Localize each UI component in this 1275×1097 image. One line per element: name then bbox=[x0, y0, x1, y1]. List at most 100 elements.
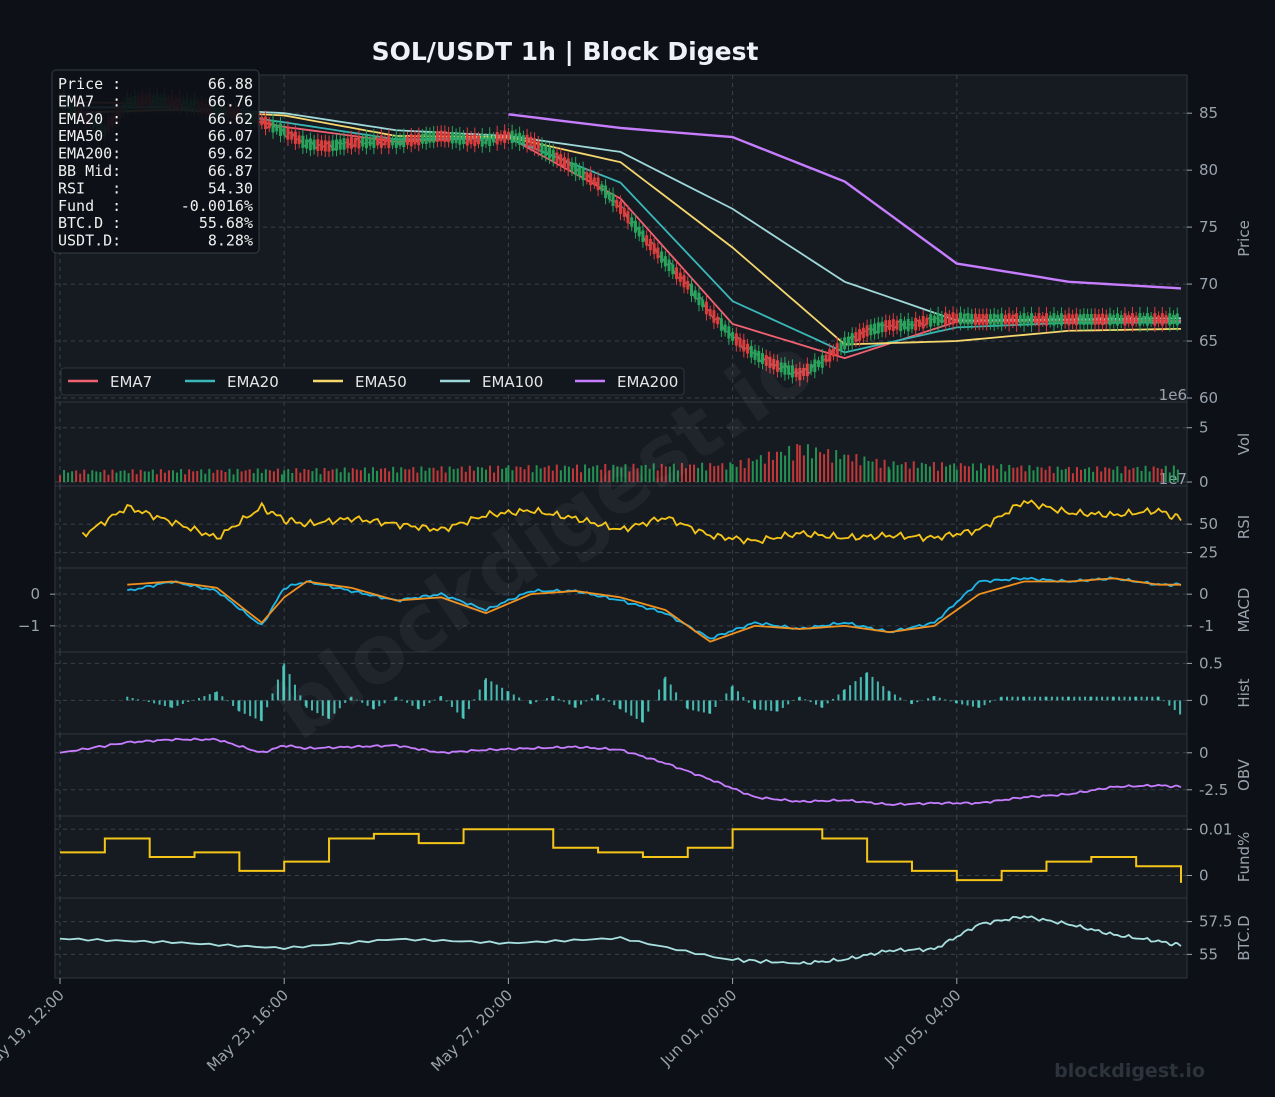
bar-volume bbox=[103, 469, 106, 482]
bar-volume bbox=[863, 456, 866, 482]
candle-body bbox=[1153, 313, 1157, 326]
candle-body bbox=[813, 359, 817, 372]
candle-body bbox=[1015, 313, 1019, 326]
bar-volume bbox=[644, 464, 647, 482]
candle-body bbox=[645, 235, 649, 246]
bar-volume bbox=[115, 472, 118, 482]
bar-volume bbox=[119, 470, 122, 482]
bar-volume bbox=[1152, 466, 1155, 482]
candle-body bbox=[327, 140, 331, 152]
panel-volume-background bbox=[54, 401, 1188, 487]
bar-hist bbox=[764, 700, 767, 711]
bar-volume bbox=[668, 466, 671, 482]
bar-hist bbox=[910, 700, 913, 705]
bar-volume bbox=[359, 470, 362, 482]
bar-hist bbox=[226, 700, 229, 702]
bar-hist bbox=[933, 695, 936, 701]
info-label: USDT.D: bbox=[58, 232, 121, 250]
candle-body bbox=[1082, 313, 1086, 325]
panel-macd: -1 −1 0 0 MACD bbox=[18, 567, 1253, 653]
candle-body bbox=[349, 136, 353, 149]
candle-body bbox=[846, 336, 850, 346]
bar-volume bbox=[567, 466, 570, 482]
bar-volume bbox=[228, 468, 231, 482]
candle-body bbox=[282, 127, 286, 136]
bar-volume bbox=[949, 464, 952, 482]
candle-body bbox=[895, 320, 899, 330]
bar-hist bbox=[467, 700, 470, 710]
candle-body bbox=[1003, 314, 1007, 325]
candle-body bbox=[1033, 315, 1037, 323]
candle-body bbox=[379, 135, 383, 148]
bar-volume bbox=[1036, 466, 1039, 482]
series-line-macd bbox=[127, 576, 1182, 640]
bar-hist bbox=[187, 700, 190, 702]
bar-volume bbox=[480, 467, 483, 482]
bar-volume bbox=[351, 468, 354, 482]
bar-volume bbox=[928, 466, 931, 482]
bar-hist bbox=[1090, 696, 1093, 701]
candle-body bbox=[637, 226, 641, 237]
candle-body bbox=[914, 317, 918, 331]
bar-volume bbox=[571, 468, 574, 482]
bar-hist bbox=[978, 700, 981, 708]
bar-hist bbox=[271, 693, 274, 701]
candle-body bbox=[293, 131, 297, 144]
bar-hist bbox=[462, 700, 465, 719]
candle-body bbox=[682, 275, 686, 288]
candle-body bbox=[622, 208, 626, 217]
panel-price-ytick-label: 75 bbox=[1199, 218, 1218, 236]
bar-volume bbox=[1056, 466, 1059, 482]
candle-body bbox=[977, 314, 981, 325]
info-value: 66.07 bbox=[208, 127, 253, 145]
candle-body bbox=[951, 312, 955, 325]
info-value: 66.87 bbox=[208, 162, 253, 180]
bar-volume bbox=[531, 472, 534, 482]
candle-body bbox=[1134, 315, 1138, 324]
bar-volume bbox=[396, 472, 399, 482]
bar-volume bbox=[307, 469, 310, 482]
candle-body bbox=[290, 131, 294, 140]
bar-hist bbox=[624, 700, 627, 713]
bar-hist bbox=[288, 674, 291, 701]
bar-hist bbox=[266, 700, 269, 708]
candle-body bbox=[465, 133, 469, 146]
bar-hist bbox=[495, 684, 498, 701]
bar-hist bbox=[552, 695, 555, 701]
bar-hist bbox=[742, 696, 745, 701]
candle-body bbox=[1108, 313, 1112, 326]
bar-volume bbox=[810, 458, 813, 482]
candle-body bbox=[794, 368, 798, 378]
bar-hist bbox=[776, 700, 779, 712]
bar-hist bbox=[1039, 696, 1042, 701]
bar-volume bbox=[792, 460, 795, 482]
bar-hist bbox=[669, 684, 672, 701]
candle-body bbox=[581, 167, 585, 181]
bar-volume bbox=[131, 469, 134, 482]
bar-volume bbox=[200, 469, 203, 482]
bar-volume bbox=[796, 444, 799, 482]
candle-body bbox=[738, 337, 742, 348]
bar-volume bbox=[283, 470, 286, 482]
bar-volume bbox=[299, 472, 302, 482]
bar-volume bbox=[400, 467, 403, 482]
bar-volume bbox=[755, 459, 758, 482]
candle-body bbox=[619, 201, 622, 214]
candle-body bbox=[947, 314, 951, 323]
bar-hist bbox=[1101, 696, 1104, 701]
candle-body bbox=[529, 136, 533, 147]
candle-body bbox=[275, 124, 279, 132]
bar-volume bbox=[1075, 467, 1078, 482]
bar-volume bbox=[620, 467, 623, 482]
bar-volume bbox=[725, 469, 728, 482]
bar-hist bbox=[440, 695, 443, 701]
bar-hist bbox=[664, 676, 667, 701]
bar-volume bbox=[1028, 465, 1031, 482]
bar-hist bbox=[916, 700, 919, 703]
candle-body bbox=[790, 365, 794, 378]
candle-body bbox=[1052, 313, 1056, 326]
candle-body bbox=[701, 299, 705, 308]
candle-body bbox=[495, 131, 499, 145]
candle-body bbox=[600, 184, 604, 192]
bar-hist bbox=[1095, 696, 1098, 701]
